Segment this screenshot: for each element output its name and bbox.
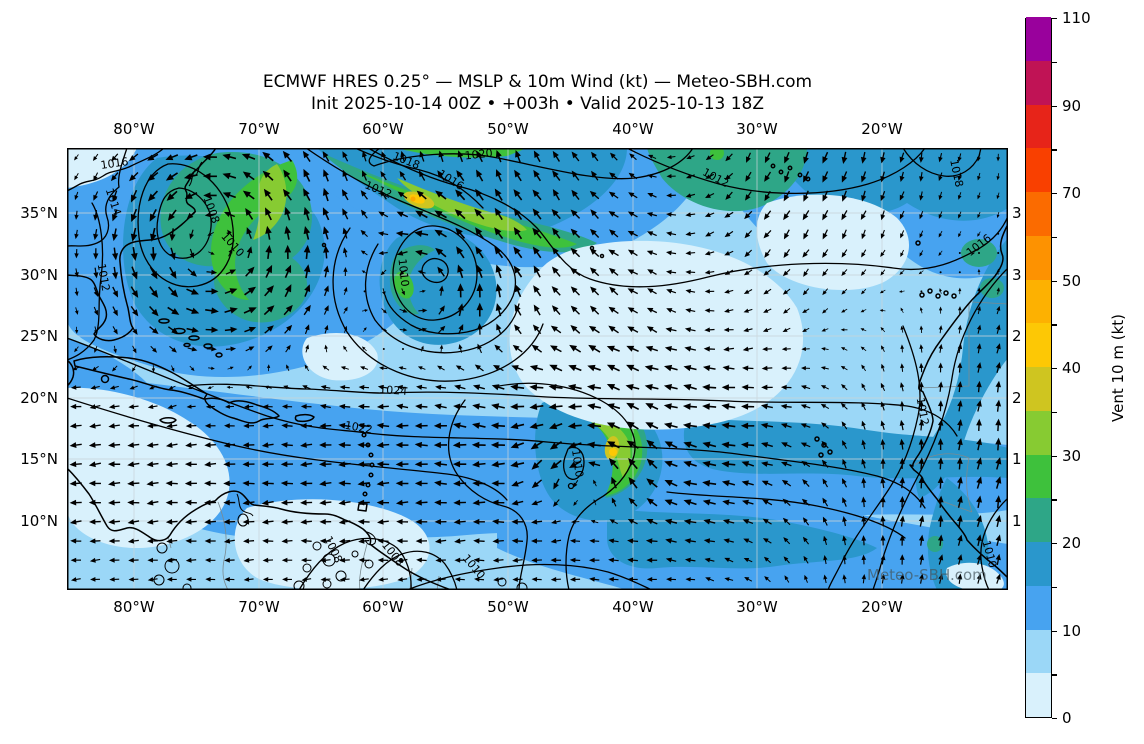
wind-calm-dot: [363, 290, 366, 293]
lon-tick-label: 80°W: [113, 598, 155, 616]
page-title: ECMWF HRES 0.25° — MSLP & 10m Wind (kt) …: [262, 72, 813, 92]
isobar-label-1010: 1010: [569, 449, 586, 479]
isobar-label-1012: 1012: [914, 396, 932, 426]
wind-calm-dot: [997, 232, 1000, 235]
lon-tick-label: 40°W: [612, 598, 654, 616]
colorbar-axis-label: Vent 10 m (kt): [1109, 314, 1127, 422]
lon-tick-label: 50°W: [487, 120, 529, 138]
colorbar-segment-100-110kt: [1026, 16, 1051, 61]
colorbar-segment-45-50kt: [1026, 279, 1051, 324]
colorbar-segment-40-45kt: [1026, 322, 1051, 367]
colorbar-tick-mark: [1052, 18, 1057, 20]
map-plot-area: 1016 1014 1012 1008 1010 1018 1012 1016 1020 1012…: [67, 148, 1008, 590]
isobar-label-1020: 1020: [464, 148, 493, 162]
colorbar-tick-mark: [1052, 499, 1057, 501]
lat-tick-label: 15°N: [20, 450, 58, 468]
lon-tick-label: 70°W: [238, 120, 280, 138]
colorbar-tick-mark: [1052, 586, 1057, 589]
colorbar-segment-15-20kt: [1026, 541, 1051, 586]
colorbar-segment-35-40kt: [1026, 366, 1051, 411]
isobar-label-1018: 1018: [947, 158, 966, 188]
wind-calm-dot: [958, 252, 961, 254]
colorbar-tick-mark: [1052, 674, 1057, 676]
wind-calm-dot: [958, 271, 961, 274]
colorbar-tick-mark: [1052, 718, 1057, 720]
wind-calm-dot: [939, 271, 942, 274]
colorbar-segment-30-35kt: [1026, 410, 1051, 455]
isobar-label-1010: 1010: [396, 258, 412, 287]
colorbar-tick-mark: [1052, 411, 1057, 414]
colorbar-tick-mark: [1052, 105, 1057, 107]
colorbar-tick-mark: [1052, 149, 1057, 151]
colorbar-tick-label: 70: [1062, 184, 1082, 202]
page-subtitle: Init 2025-10-14 00Z • +003h • Valid 2025…: [310, 94, 765, 114]
lat-tick-label: 30°N: [20, 266, 58, 284]
isobar-contours: [67, 148, 1008, 590]
wind-calm-dot: [978, 252, 980, 254]
colorbar-tick-mark: [1052, 236, 1057, 239]
colorbar-tick-mark: [1052, 61, 1057, 64]
colorbar-segment-80-90kt: [1026, 104, 1051, 149]
colorbar-tick-label: 50: [1062, 272, 1082, 290]
colorbar-segment-20-25kt: [1026, 497, 1051, 542]
colorbar-segment-70-80kt: [1026, 147, 1051, 192]
colorbar-tick-mark: [1052, 193, 1057, 195]
colorbar-tick-label: 40: [1062, 359, 1082, 377]
colorbar-tick-mark: [1052, 455, 1057, 457]
colorbar-segment-60-70kt: [1026, 191, 1051, 236]
lat-tick-label: 20°N: [20, 389, 58, 407]
wind-calm-dot: [402, 348, 404, 350]
colorbar-tick-label: 20: [1062, 534, 1082, 552]
lon-tick-label: 30°W: [736, 120, 778, 138]
colorbar-tick-label: 10: [1062, 622, 1082, 640]
colorbar-tick-label: 110: [1062, 9, 1091, 27]
lat-tick-label-clipped: 2: [1012, 389, 1022, 407]
colorbar-segment-50-60kt: [1026, 235, 1051, 280]
colorbar-tick-label: 90: [1062, 97, 1082, 115]
lon-tick-label: 70°W: [238, 598, 280, 616]
lon-tick-label: 20°W: [861, 120, 903, 138]
isobar-label-1012: 1012: [95, 262, 113, 292]
colorbar-segment-90-100kt: [1026, 60, 1051, 105]
colorbar-tick-mark: [1052, 630, 1057, 632]
lon-tick-label: 20°W: [861, 598, 903, 616]
colorbar-tick-label: 0: [1062, 709, 1072, 727]
colorbar-segment-0-5kt: [1026, 672, 1051, 717]
lat-tick-label: 25°N: [20, 327, 58, 345]
lat-tick-label: 35°N: [20, 204, 58, 222]
wind-calm-dot: [920, 290, 923, 293]
lon-tick-label: 40°W: [612, 120, 654, 138]
lat-tick-label-clipped: 1: [1012, 450, 1022, 468]
colorbar-segment-25-30kt: [1026, 454, 1051, 499]
colorbar-segment-5-10kt: [1026, 629, 1051, 674]
lon-tick-label: 50°W: [487, 598, 529, 616]
isobar-label-1016: 1016: [100, 155, 130, 172]
colorbar-tick-mark: [1052, 324, 1057, 326]
colorbar-tick-label: 30: [1062, 447, 1082, 465]
lat-tick-label-clipped: 3: [1012, 266, 1022, 284]
wind-calm-dot: [382, 348, 385, 350]
wind-calm-dot: [997, 252, 1000, 254]
isobar-label-1024: 1024: [379, 383, 408, 398]
map-watermark: Meteo-SBH.com: [867, 566, 987, 584]
lat-tick-label: 10°N: [20, 512, 58, 530]
lon-tick-label: 80°W: [113, 120, 155, 138]
wind-speed-colorbar: [1025, 16, 1052, 718]
colorbar-tick-mark: [1052, 543, 1057, 545]
isobar-label-1022: 1022: [344, 419, 374, 437]
colorbar-tick-mark: [1052, 280, 1057, 282]
lon-tick-label: 30°W: [736, 598, 778, 616]
lon-tick-label: 60°W: [362, 120, 404, 138]
wind-arrow-field: [69, 148, 1004, 585]
colorbar-segment-10-15kt: [1026, 585, 1051, 630]
lat-tick-label-clipped: 2: [1012, 327, 1022, 345]
lon-tick-label: 60°W: [362, 598, 404, 616]
colorbar-tick-mark: [1052, 368, 1057, 370]
lat-tick-label-clipped: 3: [1012, 204, 1022, 222]
map-border: [67, 148, 1008, 590]
lat-tick-label-clipped: 1: [1012, 512, 1022, 530]
country-borders: [167, 301, 1008, 590]
